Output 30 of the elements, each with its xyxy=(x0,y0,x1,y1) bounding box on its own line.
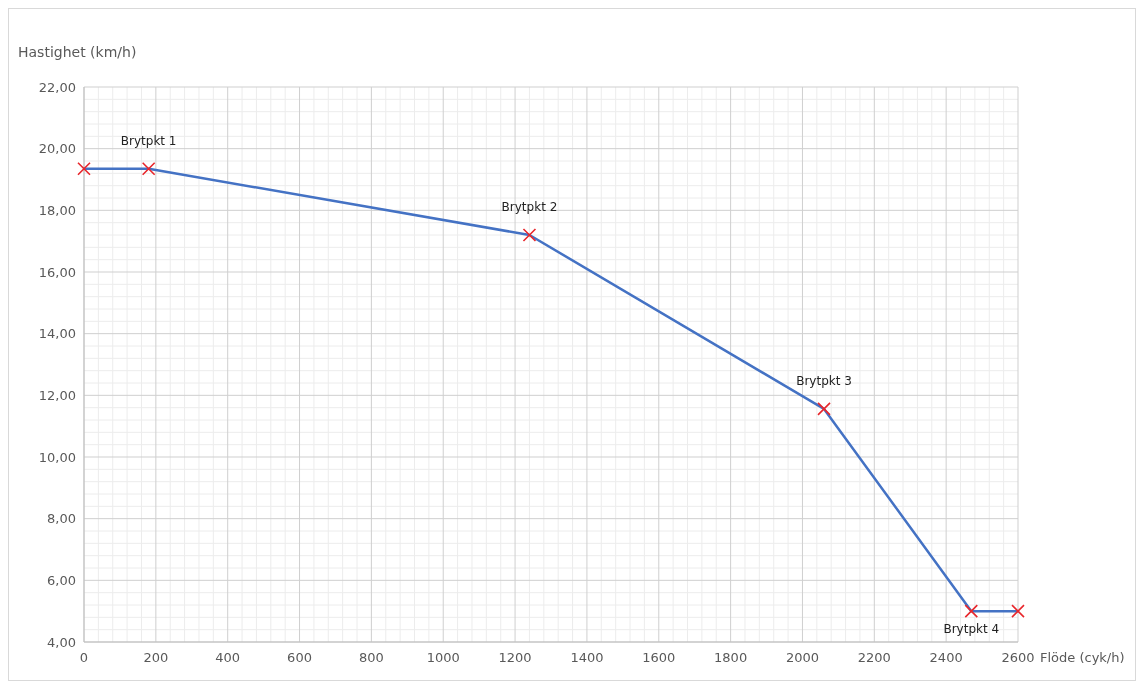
annotation: Brytpkt 2 xyxy=(501,200,558,214)
y-tick-label: 20,00 xyxy=(38,141,76,157)
y-tick-label: 14,00 xyxy=(38,326,76,342)
y-tick-label: 8,00 xyxy=(47,511,76,527)
x-tick-label: 600 xyxy=(287,650,312,665)
annotation: Brytpkt 4 xyxy=(943,622,1000,637)
x-tick-label: 200 xyxy=(143,650,169,665)
y-tick-label: 12,00 xyxy=(38,387,76,403)
x-tick-label: 0 xyxy=(79,650,89,665)
x-tick-label: 1800 xyxy=(714,650,748,665)
x-tick-label: 2400 xyxy=(929,650,963,665)
annotation: Brytpkt 1 xyxy=(120,133,177,148)
y-axis-title: Hastighet (km/h) xyxy=(18,44,137,60)
y-tick-label: 6,00 xyxy=(47,572,76,588)
x-tick-label: 2200 xyxy=(857,650,891,665)
y-tick-label: 18,00 xyxy=(38,202,76,218)
x-tick-label: 2600 xyxy=(1001,650,1035,665)
y-tick-label: 10,00 xyxy=(38,449,76,465)
annotation: Brytpkt 3 xyxy=(796,373,852,388)
x-tick-label: 1400 xyxy=(570,650,604,665)
x-tick-label: 800 xyxy=(358,650,384,665)
x-tick-label: 400 xyxy=(215,650,241,665)
y-tick-label: 4,00 xyxy=(47,634,76,650)
x-tick-label: 1600 xyxy=(642,650,676,665)
x-tick-label: 1000 xyxy=(426,650,460,665)
x-axis-title: Flöde (cyk/h) xyxy=(1040,650,1125,665)
y-tick-label: 22,00 xyxy=(38,79,76,95)
y-tick-label: 16,00 xyxy=(38,264,76,280)
x-tick-label: 2000 xyxy=(785,650,820,665)
x-tick-label: 1200 xyxy=(498,650,532,665)
